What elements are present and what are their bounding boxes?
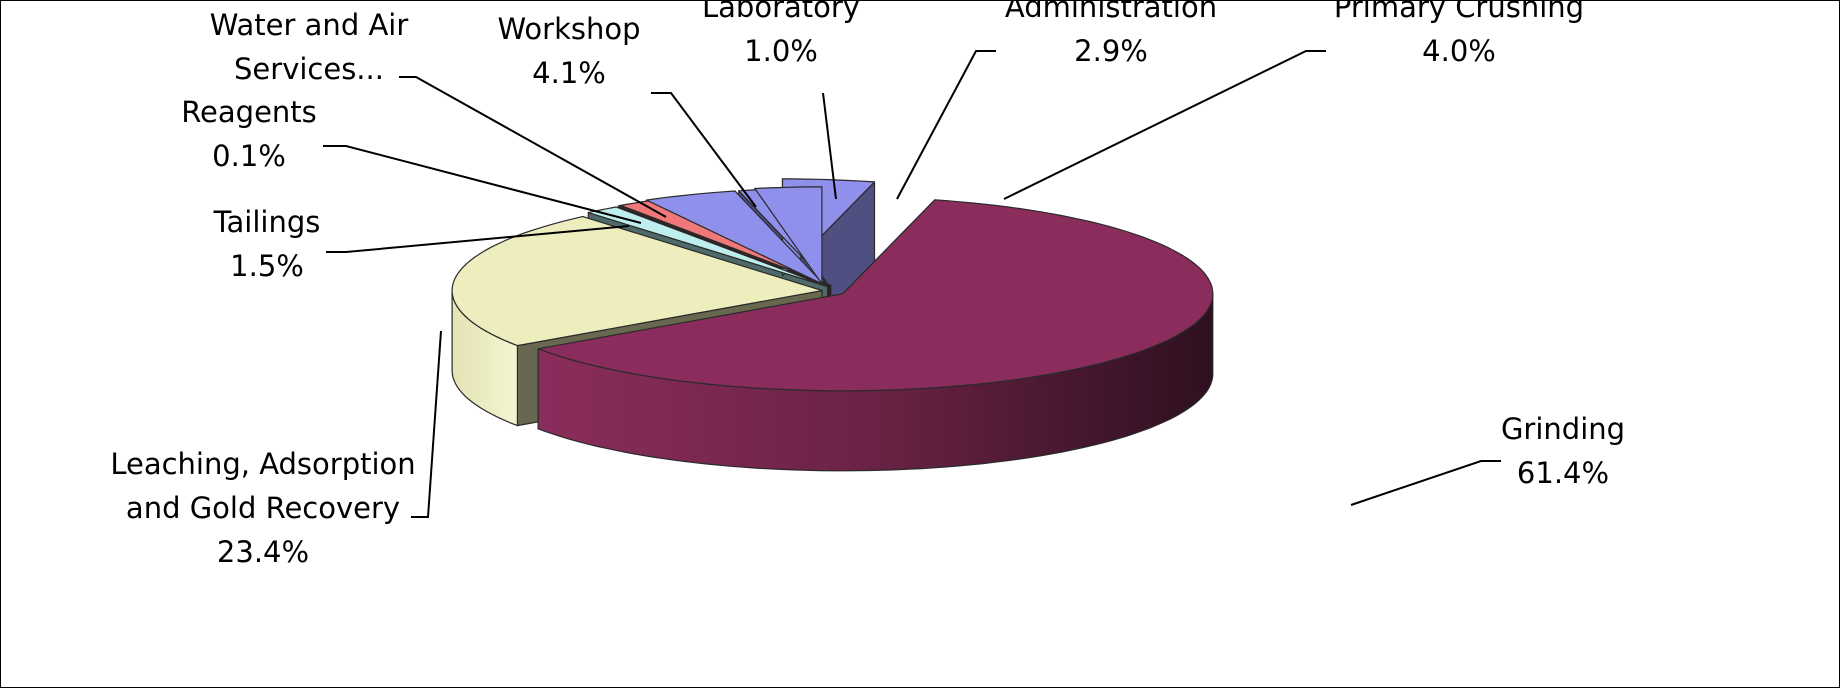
slice-administration <box>754 186 823 285</box>
leader-line <box>896 50 996 200</box>
data-label: Water and Air Services... <box>210 8 409 86</box>
data-label: Laboratory 1.0% <box>702 1 860 68</box>
slice-grinding <box>537 199 1214 392</box>
leader-line <box>323 145 642 224</box>
slice-tailings <box>587 206 829 288</box>
leader-line <box>399 76 667 218</box>
data-label: Leaching, Adsorption and Gold Recovery 23.… <box>110 447 415 569</box>
leader-line <box>326 225 630 253</box>
data-label: Reagents 0.1% <box>181 95 317 173</box>
data-label: Tailings 1.5% <box>213 205 321 283</box>
data-label: Grinding 61.4% <box>1501 412 1625 490</box>
leader-line <box>1003 50 1326 200</box>
data-label: Administration 2.9% <box>1005 1 1217 68</box>
slice-leaching-adsorption-and-gold-recovery <box>451 216 823 347</box>
leader-line <box>822 92 837 200</box>
data-label: Primary Crushing 4.0% <box>1334 1 1584 68</box>
slice-maintenance-and-workshop <box>645 190 826 286</box>
data-label: Maintenance andWorkshop4.1% <box>444 1 695 90</box>
leader-line <box>411 330 442 518</box>
leader-line <box>1350 460 1501 506</box>
leader-line <box>651 92 757 208</box>
